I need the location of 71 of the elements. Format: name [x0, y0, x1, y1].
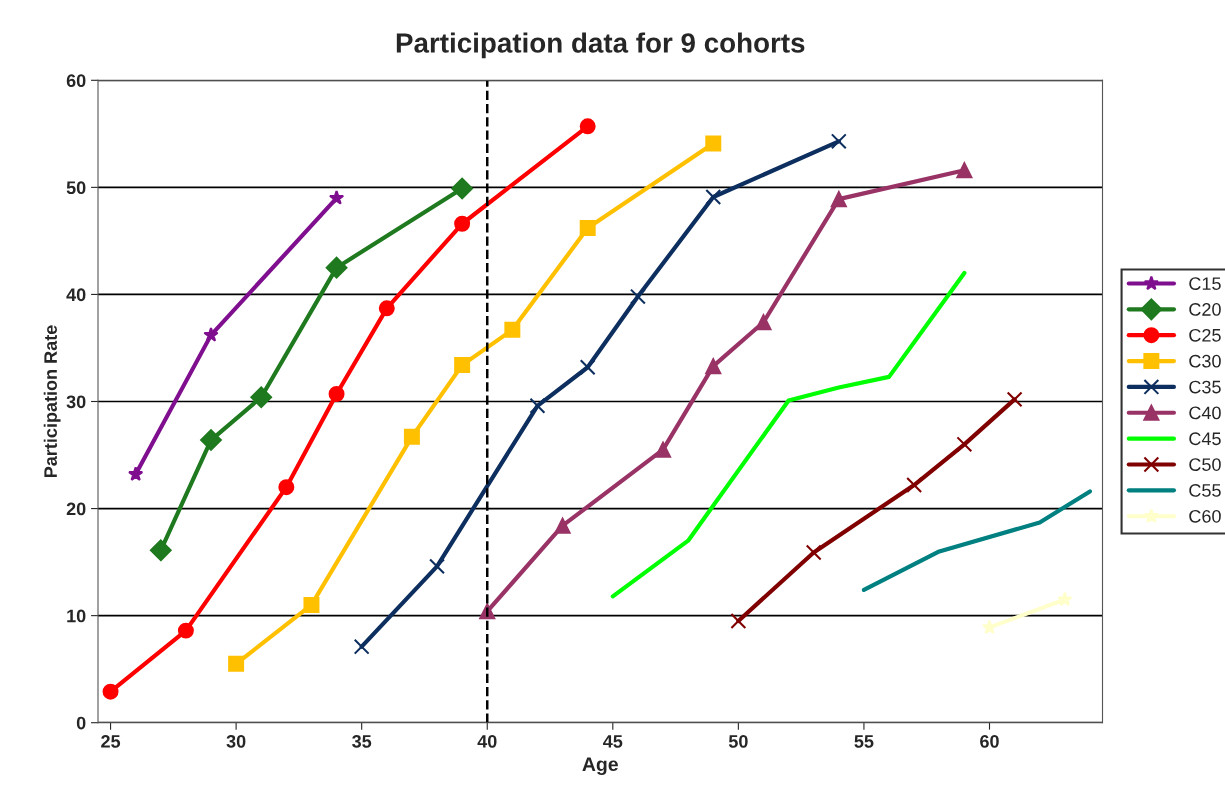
- point: [250, 386, 273, 409]
- legend-label: C55: [1189, 484, 1221, 497]
- point: [529, 397, 546, 414]
- x-tick-label: 55: [854, 735, 874, 748]
- x-tick-label: 60: [980, 734, 999, 748]
- point: [403, 428, 420, 445]
- line-series: [610, 270, 967, 599]
- legend-label: C50: [1189, 458, 1221, 471]
- point: [177, 622, 194, 639]
- legend-label: C40: [1189, 406, 1221, 420]
- x-tick-label: 35: [352, 734, 372, 748]
- point: [755, 314, 772, 331]
- x-tick-label: 30: [226, 734, 246, 748]
- legend-label: C15: [1189, 277, 1221, 290]
- point: [128, 466, 144, 481]
- point: [730, 613, 747, 629]
- y-tick-label: 0: [76, 716, 86, 730]
- y-axis-title: Participation Rate: [43, 325, 61, 478]
- x-tick-label: 40: [477, 734, 497, 748]
- legend-label: C20: [1189, 303, 1221, 316]
- point: [378, 300, 395, 317]
- x-tick-label: 45: [603, 735, 623, 748]
- y-tick-label: 10: [67, 609, 86, 623]
- point: [353, 638, 370, 655]
- point: [149, 539, 172, 562]
- point: [278, 479, 295, 496]
- legend-label: C60: [1189, 509, 1221, 523]
- point: [554, 517, 571, 534]
- y-tick-label: 40: [66, 288, 86, 302]
- point: [805, 544, 822, 561]
- legend-label: C30: [1189, 354, 1221, 368]
- point: [454, 215, 471, 232]
- point: [303, 596, 320, 613]
- y-tick-label: 60: [66, 74, 86, 88]
- point: [200, 429, 222, 451]
- point: [228, 655, 245, 672]
- legend-label: C25: [1189, 328, 1221, 342]
- point: [655, 441, 672, 458]
- point: [102, 683, 119, 700]
- point: [328, 190, 345, 205]
- point: [956, 162, 973, 179]
- x-tick-label: 25: [101, 734, 121, 748]
- x-tick-label: 50: [728, 734, 748, 748]
- y-tick-label: 50: [66, 181, 86, 195]
- point: [203, 327, 219, 342]
- point: [1057, 591, 1073, 607]
- point: [325, 256, 348, 279]
- point: [629, 288, 646, 305]
- y-tick-label: 20: [66, 502, 86, 516]
- point: [579, 359, 596, 376]
- point: [1006, 391, 1023, 408]
- point: [906, 477, 923, 493]
- point: [956, 436, 973, 453]
- point: [328, 386, 345, 402]
- point: [705, 358, 722, 375]
- point: [429, 558, 445, 575]
- point: [579, 220, 596, 237]
- y-tick-label: 30: [66, 395, 86, 409]
- point: [454, 357, 471, 374]
- x-axis-title: Age: [582, 757, 618, 776]
- point: [830, 191, 847, 208]
- legend-label: C45: [1189, 432, 1221, 446]
- point: [705, 135, 722, 152]
- point: [451, 177, 473, 200]
- point: [830, 133, 847, 150]
- line-series: [861, 489, 1093, 593]
- point: [579, 118, 596, 135]
- legend-label: C35: [1189, 380, 1221, 394]
- point: [705, 189, 722, 205]
- point: [504, 321, 521, 338]
- chart-title: Participation data for 9 cohorts: [396, 32, 805, 59]
